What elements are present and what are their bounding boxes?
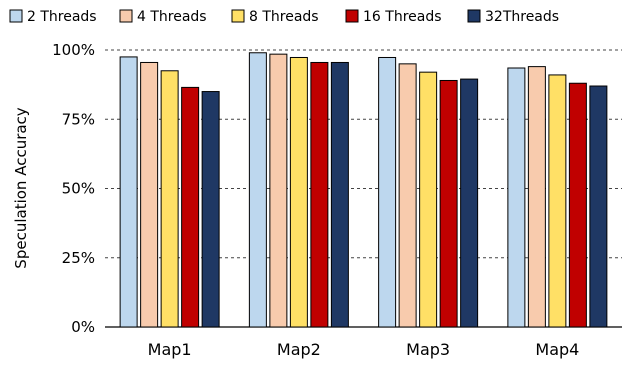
legend-swatch — [345, 9, 359, 23]
x-tick-label: Map3 — [406, 340, 450, 359]
y-axis-title: Speculation Accuracy — [12, 107, 30, 268]
bar — [289, 56, 308, 328]
bar — [310, 61, 329, 328]
bar — [419, 71, 438, 328]
bar — [439, 79, 458, 328]
y-tick-label: 50% — [62, 180, 95, 198]
legend-label: 2 Threads — [27, 9, 97, 25]
bar — [119, 56, 138, 328]
bar — [527, 66, 546, 328]
legend-label: 16 Threads — [363, 9, 442, 25]
y-tick-label: 0% — [71, 318, 95, 336]
legend-swatch — [119, 9, 133, 23]
legend-swatch — [9, 9, 23, 23]
x-tick-label: Map4 — [535, 340, 579, 359]
y-tick-label: 100% — [52, 41, 95, 59]
x-tick-label: Map1 — [148, 340, 192, 359]
x-axis: Map1 Map2 Map3 Map4 — [148, 340, 580, 359]
bar — [160, 70, 179, 328]
legend-swatch — [467, 9, 481, 23]
bars — [119, 52, 608, 328]
y-axis: 0% 25% 50% 75% 100% — [52, 41, 95, 336]
legend-label: 4 Threads — [137, 9, 207, 25]
legend-label: 32Threads — [485, 9, 559, 25]
legend-swatch — [231, 9, 245, 23]
bar — [269, 53, 288, 328]
bar — [460, 78, 479, 328]
bar — [378, 56, 397, 328]
legend: 2 Threads 4 Threads 8 Threads 16 Threads 32T… — [9, 9, 559, 25]
bar — [181, 86, 200, 328]
x-tick-label: Map2 — [277, 340, 321, 359]
bar — [548, 74, 567, 328]
y-tick-label: 25% — [62, 249, 95, 267]
bar — [398, 63, 417, 328]
bar — [507, 67, 526, 328]
bar — [140, 61, 159, 328]
bar — [201, 91, 220, 328]
legend-label: 8 Threads — [249, 9, 319, 25]
bar — [248, 52, 267, 328]
bar — [330, 61, 349, 328]
y-tick-label: 75% — [62, 110, 95, 128]
bar — [589, 85, 608, 328]
bar — [568, 82, 587, 328]
